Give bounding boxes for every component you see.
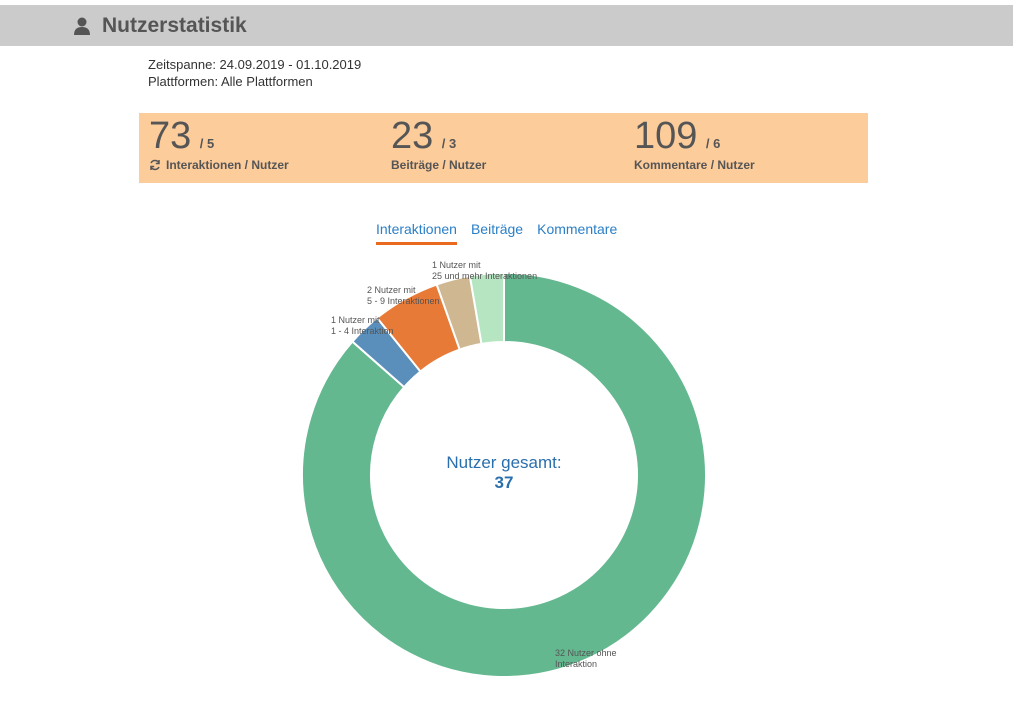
stat-value: 23 [391,115,434,157]
tab-kommentare[interactable]: Kommentare [537,221,618,237]
stat-value: 73 [149,115,192,157]
stat-label: Beiträge / Nutzer [391,158,487,172]
slice-label: 32 Nutzer ohne [555,648,617,658]
slice-label: 25 und mehr Interaktionen [432,271,537,281]
slice-label: 1 Nutzer mit [331,315,380,325]
user-icon [74,17,90,35]
slice-label: 1 Nutzer mit [432,260,481,270]
stat-comments: 109 / 6 Kommentare / Nutzer [634,115,755,172]
stat-label: Interaktionen / Nutzer [166,158,289,172]
stat-interactions: 73 / 5 Interaktionen / Nutzer [149,115,289,172]
slice-label: 2 Nutzer mit [367,285,416,295]
donut-slice[interactable] [301,271,707,678]
page-header: Nutzerstatistik [0,5,1013,46]
chart-tabs: Interaktionen Beiträge Kommentare [376,221,631,245]
stat-per-user: / 5 [199,136,215,151]
slice-label: 5 - 9 Interaktionen [367,296,440,306]
platforms-text: Plattformen: Alle Plattformen [148,74,313,89]
stat-per-user: / 3 [441,136,457,151]
stats-bar: 73 / 5 Interaktionen / Nutzer 23 / 3 Bei… [139,113,868,183]
slice-label: 1 - 4 Interaktion [331,326,394,336]
center-value: 37 [495,473,514,492]
refresh-icon [150,159,160,171]
tab-beitraege[interactable]: Beiträge [470,221,524,237]
stat-per-user: / 6 [705,136,721,151]
report-meta: Zeitspanne: 24.09.2019 - 01.10.2019 Plat… [148,56,361,90]
center-title: Nutzer gesamt: [446,453,561,472]
timespan-text: Zeitspanne: 24.09.2019 - 01.10.2019 [148,57,362,72]
stat-posts: 23 / 3 Beiträge / Nutzer [391,115,486,172]
slice-label: Interaktion [555,659,597,669]
tab-interaktionen[interactable]: Interaktionen [376,221,457,245]
stat-value: 109 [634,115,698,157]
stat-label: Kommentare / Nutzer [634,158,755,172]
page-title: Nutzerstatistik [102,13,247,37]
donut-slice[interactable] [468,271,505,346]
